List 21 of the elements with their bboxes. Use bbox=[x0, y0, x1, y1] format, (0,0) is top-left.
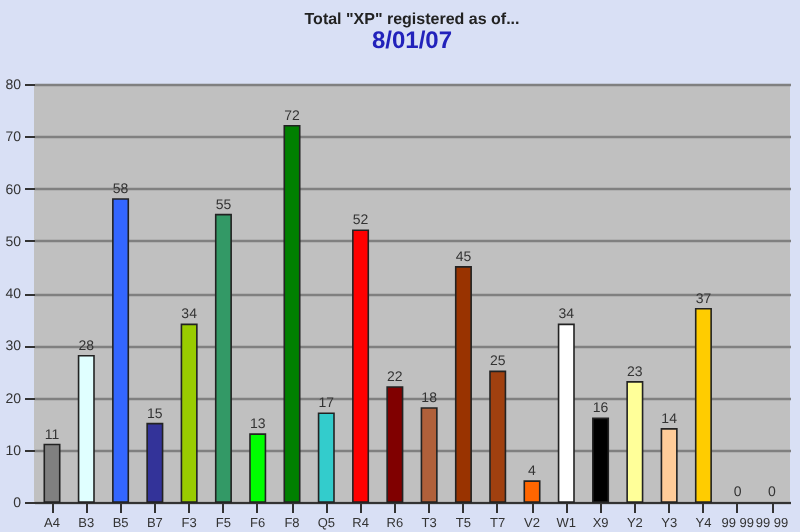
bar bbox=[352, 229, 370, 503]
bar bbox=[489, 370, 507, 503]
bar bbox=[592, 417, 610, 503]
bar bbox=[317, 412, 335, 503]
bar bbox=[523, 480, 541, 503]
bar bbox=[660, 428, 678, 503]
bar bbox=[626, 381, 644, 503]
bar bbox=[694, 307, 712, 503]
bar bbox=[454, 266, 472, 503]
bar bbox=[180, 323, 198, 503]
chart-subtitle: 8/01/07 bbox=[371, 26, 453, 54]
bar bbox=[214, 213, 232, 503]
bar bbox=[146, 422, 164, 503]
bar bbox=[77, 354, 95, 503]
bar bbox=[112, 198, 130, 503]
bar bbox=[386, 386, 404, 503]
bar bbox=[420, 407, 438, 503]
chart-title: Total "XP" registered as of... bbox=[304, 10, 520, 28]
bar bbox=[249, 433, 267, 503]
bar bbox=[557, 323, 575, 503]
bar bbox=[283, 125, 301, 503]
